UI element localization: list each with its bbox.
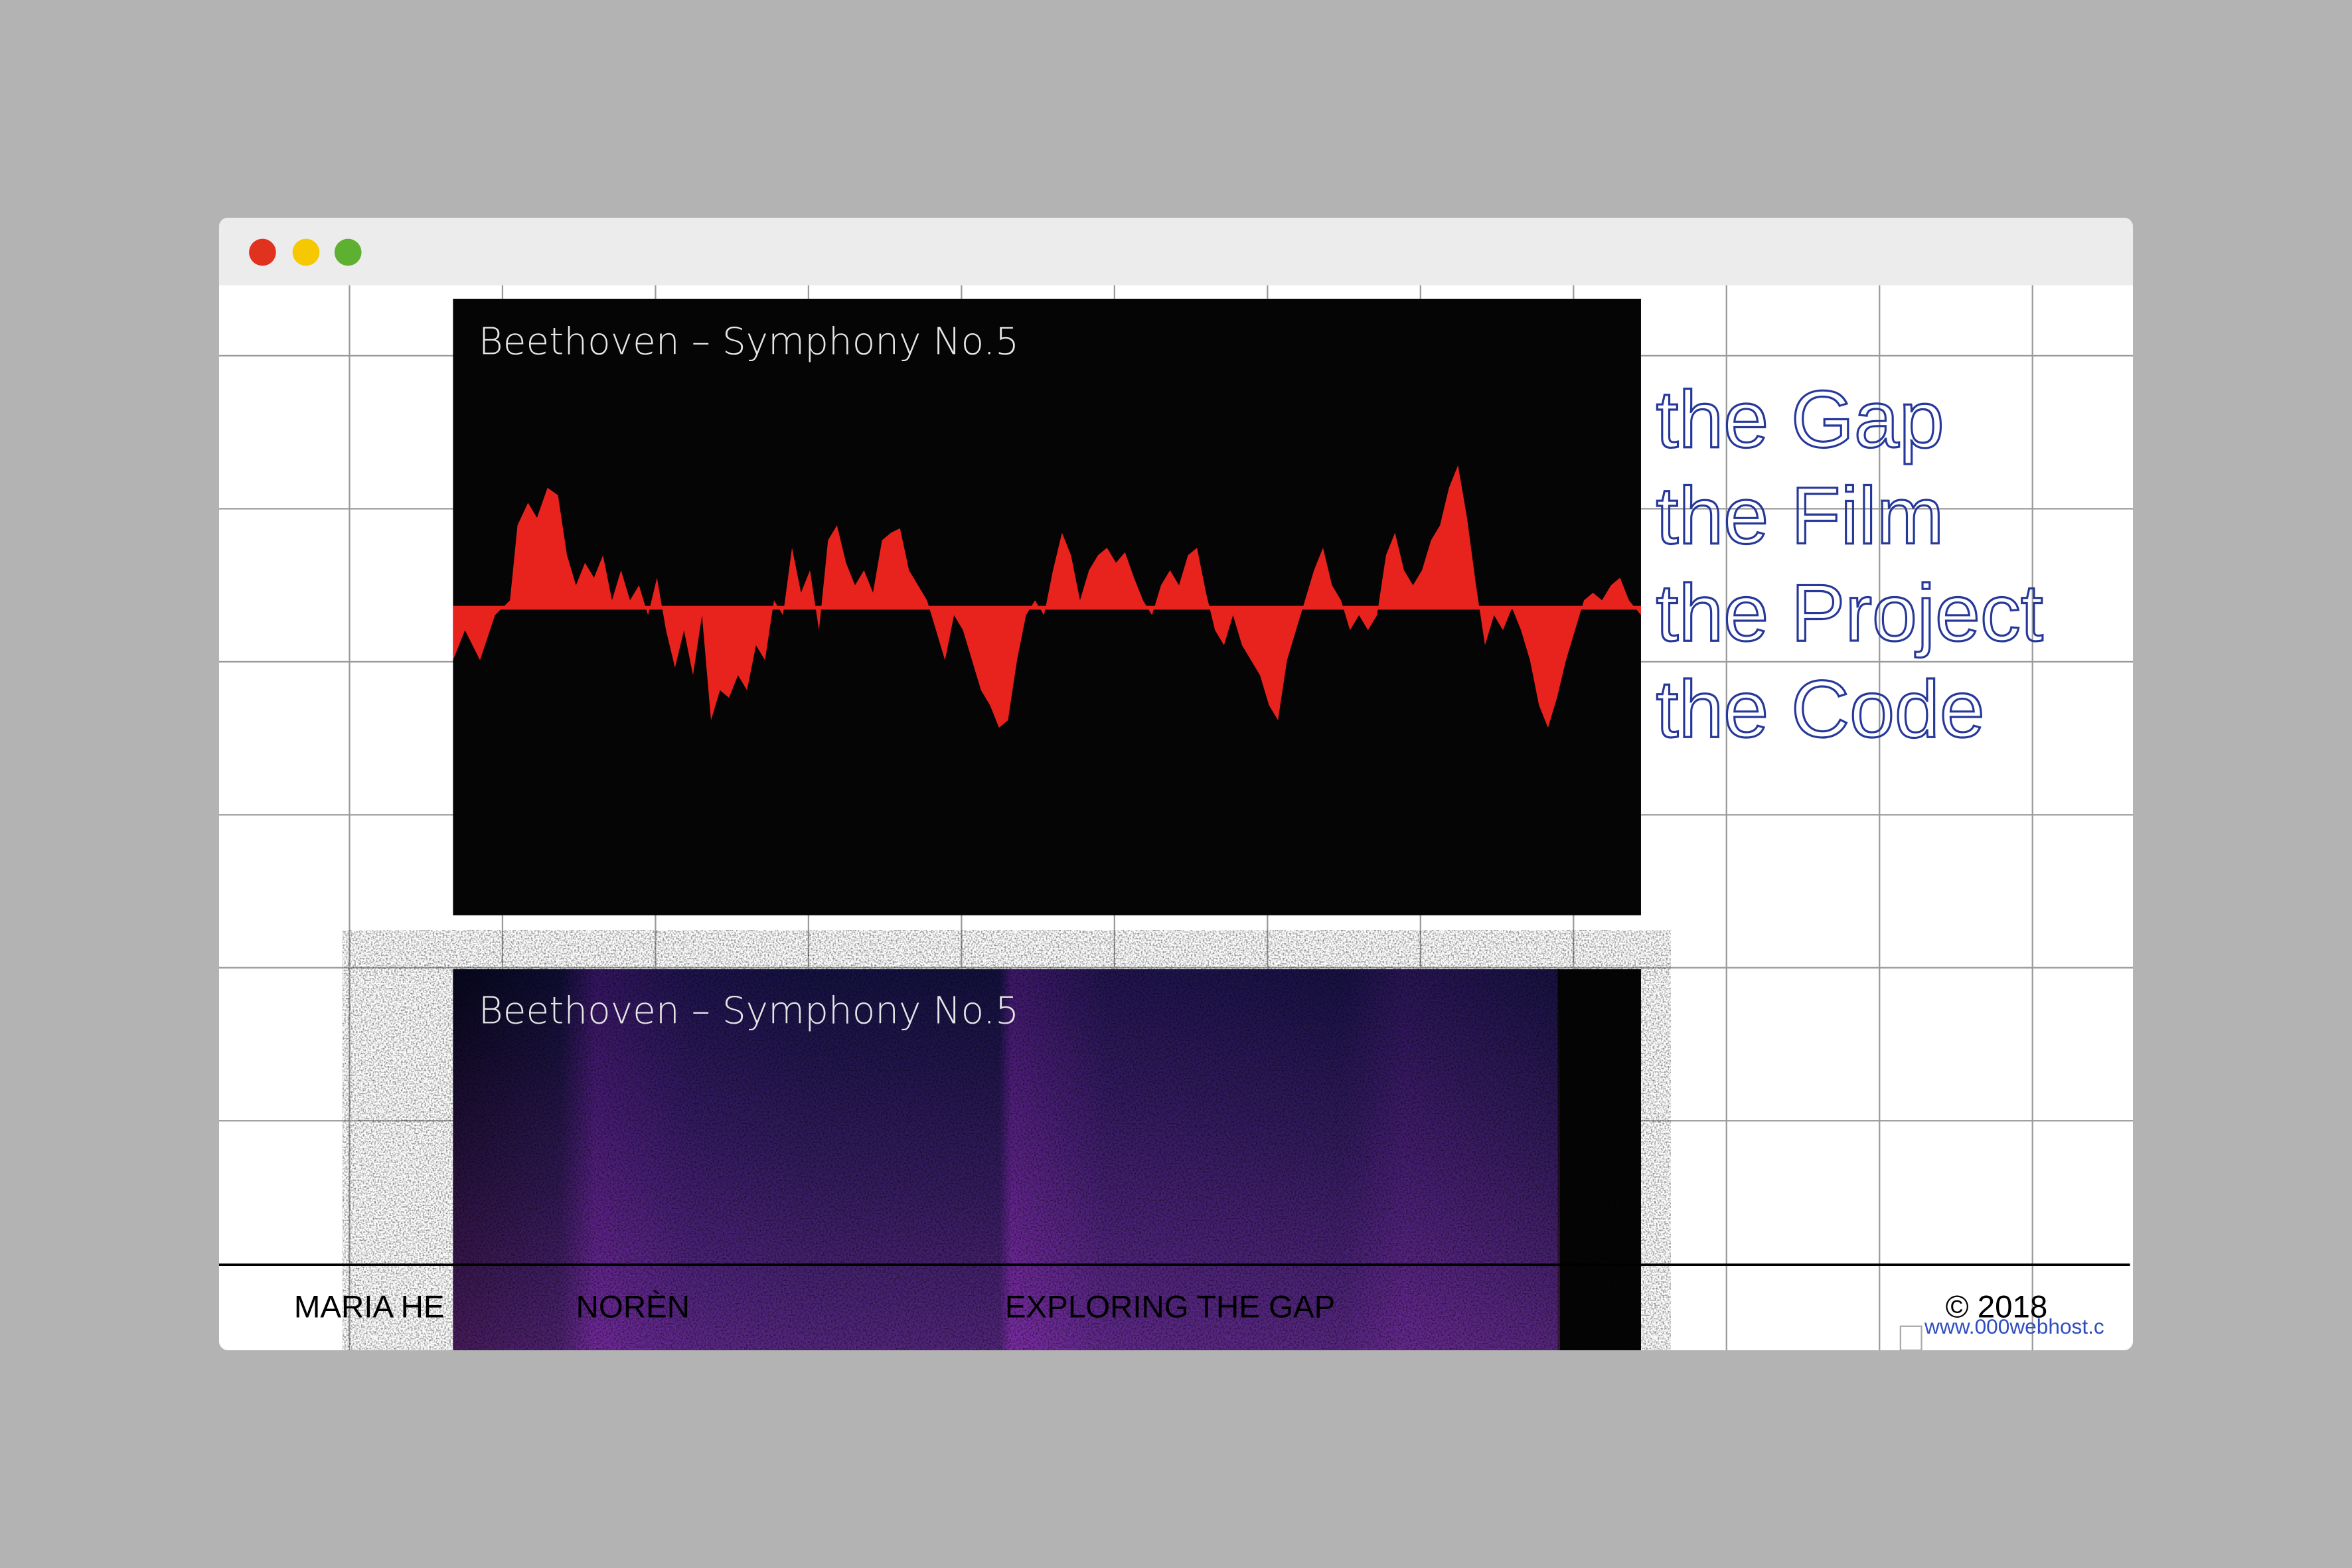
footer-tagline: EXPLORING THE GAP bbox=[1005, 1289, 1335, 1324]
spectrogram-caption: Beethoven – Symphony No.5 bbox=[479, 989, 1019, 1032]
waveform-caption: Beethoven – Symphony No.5 bbox=[479, 321, 1019, 364]
browser-window: Beethoven – Symphony No.5 Beethoven – Sy… bbox=[218, 218, 2134, 1350]
navigation: the Gap the Film the Project the Code bbox=[1655, 373, 2044, 755]
nav-link[interactable]: the Film bbox=[1655, 469, 1945, 562]
close-button[interactable] bbox=[249, 238, 276, 266]
nav-link[interactable]: the Code bbox=[1655, 663, 1986, 755]
host-link[interactable]: www.000webhost.c bbox=[1924, 1314, 2104, 1338]
footer-name: NORÈN bbox=[576, 1289, 690, 1324]
footer-copyright: © 2018 bbox=[1946, 1289, 2048, 1324]
maximize-button[interactable] bbox=[334, 238, 362, 266]
spectrogram-image: Beethoven – Symphony No.5 bbox=[453, 969, 1641, 1350]
nav-link[interactable]: the Project bbox=[1655, 567, 2044, 659]
footer-name: MARIA HE bbox=[294, 1289, 445, 1324]
minimize-button[interactable] bbox=[292, 238, 320, 266]
footer: MARIA HE NORÈN EXPLORING THE GAP © 2018 … bbox=[218, 1263, 2130, 1350]
title-bar bbox=[218, 218, 2134, 285]
nav-link[interactable]: the Gap bbox=[1655, 373, 1945, 465]
waveform-image: Beethoven – Symphony No.5 bbox=[453, 299, 1641, 915]
broken-image-icon bbox=[1899, 1325, 1922, 1350]
